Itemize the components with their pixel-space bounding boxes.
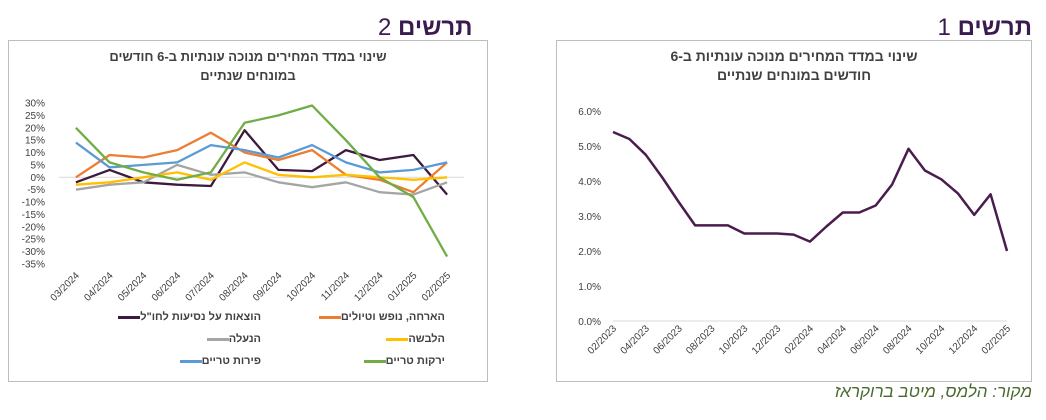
- chart-2-x-tick-label: 02/2025: [420, 270, 454, 304]
- chart-2-panel: שינוי במדד המחירים מנוכה עונתיות ב-6 חוד…: [8, 40, 488, 382]
- chart-2-y-tick-label: 25%: [25, 111, 45, 122]
- chart-1-x-tick-label: 04/2023: [619, 323, 653, 357]
- chart-2-y-tick-label: 30%: [25, 99, 45, 110]
- legend-label: הארחה, נופש וטיולים: [340, 311, 445, 323]
- chart-2-x-tick-label: 03/2024: [49, 270, 83, 304]
- chart-1-y-tick-label: 4.0%: [578, 177, 601, 188]
- legend-label: הלבשה: [408, 333, 445, 345]
- chart-1-series-line: [612, 130, 1009, 252]
- source-note: מקור: הלמס, מיטב ברוקראז: [834, 382, 1032, 401]
- chart-2-y-tick-label: -10%: [22, 198, 45, 209]
- chart-1-x-tick-label: 12/2024: [947, 323, 981, 357]
- chart-1-y-tick-label: 5.0%: [578, 142, 601, 153]
- chart-1-panel: שינוי במדד המחירים מנוכה עונתיות ב-6 חוד…: [556, 40, 1032, 382]
- legend-label: הוצאות על נסיעות לחו"ל: [140, 311, 261, 323]
- chart-2-y-tick-label: 10%: [25, 148, 45, 159]
- chart-2-y-tick-label: 20%: [25, 123, 45, 134]
- chart-2-series-line: [75, 163, 448, 196]
- chart-2-series-line: [75, 129, 448, 196]
- chart-2-svg: 30%25%20%15%10%5%0%-5%-10%-15%-20%-25%-3…: [22, 99, 464, 304]
- chart-2-y-tick-label: -20%: [22, 222, 45, 233]
- chart-2-legend-item: הוצאות על נסיעות לחו"ל: [112, 311, 261, 323]
- chart-2-y-tick-label: 15%: [25, 136, 45, 147]
- legend-label: פירות טריים: [201, 355, 261, 367]
- legend-swatch: [318, 315, 341, 319]
- chart-2-legend-item: פירות טריים: [174, 355, 261, 367]
- chart-2-x-tick-label: 11/2024: [319, 270, 352, 303]
- chart-2-y-tick-label: -15%: [22, 210, 45, 221]
- chart-2-title-line-2: במונחים שנתיים: [200, 68, 296, 83]
- figure-2-number: 2: [378, 14, 392, 41]
- chart-1-x-tick-label: 10/2024: [914, 323, 948, 357]
- chart-1-y-tick-label: 2.0%: [578, 247, 601, 258]
- legend-swatch: [118, 315, 141, 319]
- chart-1-x-tick-label: 02/2025: [980, 323, 1014, 357]
- chart-1-y-tick-label: 3.0%: [578, 212, 601, 223]
- chart-2-series-line: [75, 104, 449, 258]
- chart-2-x-tick-label: 08/2024: [217, 270, 251, 304]
- chart-2-x-tick-label: 01/2025: [386, 270, 420, 304]
- chart-2-legend-item: הלבשה: [380, 333, 445, 345]
- chart-2-x-tick-label: 07/2024: [184, 270, 218, 304]
- chart-1-title-line-1: שינוי במדד המחירים מנוכה עונתיות ב-6: [670, 48, 918, 64]
- chart-2-y-tick-label: 5%: [31, 160, 46, 171]
- chart-2-x-tick-label: 10/2024: [285, 270, 319, 304]
- legend-label: ירקות טריים: [385, 355, 445, 367]
- chart-2-legend-item: ירקות טריים: [358, 355, 445, 367]
- chart-2-x-tick-label: 12/2024: [352, 270, 386, 304]
- legend-swatch: [386, 337, 409, 341]
- chart-1-x-tick-label: 06/2023: [651, 323, 685, 357]
- legend-label: הנעלה: [228, 333, 261, 345]
- chart-2-legend-item: הנעלה: [201, 333, 261, 345]
- chart-2-title-line-1: שינוי במדד המחירים מנוכה עונתיות ב-6 חוד…: [109, 49, 387, 64]
- chart-1-x-tick-label: 10/2023: [717, 323, 751, 357]
- chart-1-y-tick-label: 0.0%: [578, 317, 601, 328]
- chart-2-title: שינוי במדד המחירים מנוכה עונתיות ב-6 חוד…: [9, 47, 487, 85]
- legend-swatch: [179, 359, 202, 363]
- chart-2-y-tick-label: -25%: [22, 235, 45, 246]
- chart-1-y-tick-label: 6.0%: [578, 107, 601, 118]
- chart-2-series-line: [75, 161, 448, 186]
- chart-2-y-tick-label: -35%: [22, 260, 45, 271]
- chart-1-y-tick-label: 1.0%: [578, 282, 601, 293]
- figure-2-word: תרשים: [398, 14, 473, 41]
- chart-2-legend-item: הארחה, נופש וטיולים: [313, 311, 445, 323]
- chart-1-x-tick-label: 12/2023: [750, 323, 784, 357]
- chart-2-y-tick-label: 0%: [31, 173, 46, 184]
- legend-swatch: [206, 337, 229, 341]
- chart-1-x-tick-label: 02/2024: [783, 323, 817, 357]
- legend-swatch: [363, 359, 386, 363]
- chart-1-svg: 0.0%1.0%2.0%3.0%4.0%5.0%6.0%02/2023 04/20…: [578, 107, 1014, 357]
- chart-1-title-line-2: חודשים במונחים שנתיים: [716, 67, 872, 83]
- figure-2-heading: תרשים 2: [378, 14, 472, 42]
- chart-1-x-tick-label: 04/2024: [816, 323, 850, 357]
- chart-2-y-tick-label: -5%: [27, 185, 45, 196]
- chart-2-y-tick-label: -30%: [22, 247, 45, 258]
- chart-2-x-tick-label: 04/2024: [82, 270, 116, 304]
- chart-1-x-tick-label: 08/2023: [684, 323, 718, 357]
- chart-2-x-tick-label: 05/2024: [116, 270, 150, 304]
- chart-1-title: שינוי במדד המחירים מנוכה עונתיות ב-6 חוד…: [557, 47, 1031, 85]
- chart-2-series-line: [75, 141, 448, 174]
- chart-1-x-tick-label: 08/2024: [881, 323, 915, 357]
- figure-1-number: 1: [937, 14, 951, 41]
- figure-1-word: תרשים: [957, 14, 1032, 41]
- chart-1-x-tick-label: 06/2024: [848, 323, 882, 357]
- figure-1-heading: תרשים 1: [938, 14, 1032, 42]
- chart-1-x-tick-label: 02/2023: [586, 323, 620, 357]
- chart-2-x-tick-label: 09/2024: [251, 270, 285, 304]
- chart-2-x-tick-label: 06/2024: [150, 270, 184, 304]
